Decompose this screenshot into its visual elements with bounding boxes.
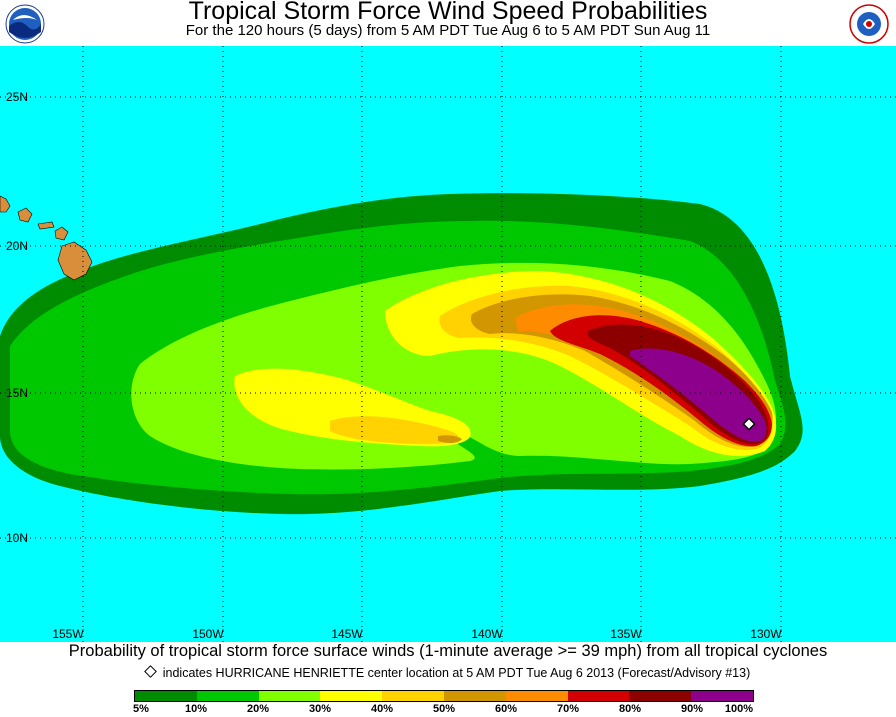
storm-center-diamond-icon: [742, 417, 756, 431]
footer: Probability of tropical storm force surf…: [0, 642, 896, 716]
legend-label: 60%: [494, 703, 518, 715]
noaa-logo-icon: [5, 4, 45, 44]
lat-label: 20N: [6, 239, 28, 253]
lon-label: 150W: [192, 627, 224, 641]
lat-label: 15N: [6, 386, 28, 400]
lat-label: 10N: [6, 531, 28, 545]
legend-label: 30%: [308, 703, 332, 715]
marker-note-text: indicates HURRICANE HENRIETTE center loc…: [162, 666, 751, 680]
lon-label: 135W: [610, 627, 642, 641]
legend-label: 80%: [618, 703, 642, 715]
island-maui: [54, 226, 69, 241]
legend-swatch: [443, 691, 506, 701]
header: Tropical Storm Force Wind Speed Probabil…: [0, 0, 896, 46]
legend-swatch: [691, 691, 753, 701]
nws-logo-icon: [849, 4, 889, 44]
legend-label: 70%: [556, 703, 580, 715]
legend-label: 20%: [246, 703, 270, 715]
longitude-labels: 155W 150W 145W 140W 135W 130W: [52, 627, 782, 641]
diamond-icon: [143, 665, 157, 678]
legend-swatch: [505, 691, 568, 701]
latitude-labels: 25N 20N 15N 10N: [6, 90, 28, 545]
probability-map: 25N 20N 15N 10N 155W 150W 145W 140W 135W…: [0, 46, 896, 642]
map-caption: Probability of tropical storm force surf…: [68, 642, 828, 660]
lat-label: 25N: [6, 90, 28, 104]
map-title: Tropical Storm Force Wind Speed Probabil…: [188, 0, 708, 25]
island-oahu: [17, 207, 33, 223]
legend-label: 100%: [724, 703, 754, 715]
legend-swatch: [135, 691, 197, 701]
legend-label: 40%: [370, 703, 394, 715]
legend-swatch: [320, 691, 383, 701]
map-subtitle: For the 120 hours (5 days) from 5 AM PDT…: [185, 22, 711, 39]
legend-label: 90%: [680, 703, 704, 715]
legend-labels: 5% 10% 20% 30% 40% 50% 60% 70% 80% 90% 1…: [0, 703, 896, 717]
legend-colorbar: [134, 690, 754, 702]
legend-swatch: [567, 691, 630, 701]
legend-swatch: [382, 691, 444, 701]
legend-swatch: [629, 691, 692, 701]
lon-label: 145W: [331, 627, 363, 641]
lon-label: 140W: [471, 627, 503, 641]
lon-label: 155W: [52, 627, 84, 641]
legend-label: 10%: [184, 703, 208, 715]
legend-swatch: [258, 691, 321, 701]
legend-label: 5%: [133, 703, 149, 715]
legend-swatch: [196, 691, 259, 701]
band-90pct: [630, 348, 767, 442]
island-kauai: [0, 195, 11, 213]
island-molokai: [37, 221, 55, 230]
lon-label: 130W: [750, 627, 782, 641]
legend-label: 50%: [432, 703, 456, 715]
marker-note: indicates HURRICANE HENRIETTE center loc…: [0, 665, 896, 680]
